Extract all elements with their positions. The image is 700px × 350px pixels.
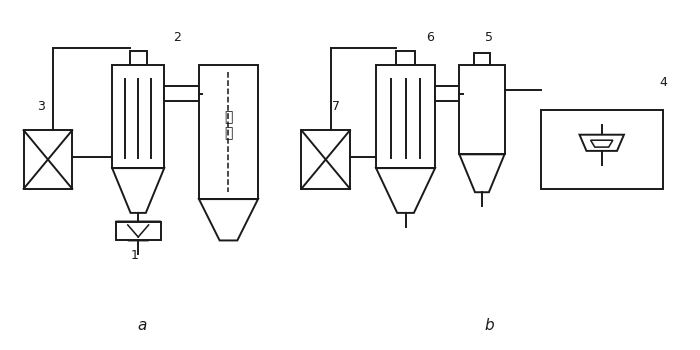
Polygon shape — [376, 168, 435, 213]
Bar — [474, 53, 490, 65]
Bar — [395, 51, 415, 65]
Bar — [541, 110, 662, 189]
Text: a: a — [137, 318, 146, 334]
Bar — [302, 130, 350, 189]
Text: 4: 4 — [659, 76, 667, 89]
Text: 6: 6 — [426, 31, 434, 44]
Text: 1: 1 — [130, 250, 138, 262]
Polygon shape — [459, 154, 505, 192]
Text: 5: 5 — [485, 31, 493, 44]
Bar — [130, 51, 147, 65]
Bar — [435, 86, 463, 101]
Bar — [376, 65, 435, 168]
Bar — [164, 86, 202, 101]
Polygon shape — [199, 199, 258, 240]
Polygon shape — [580, 135, 624, 151]
Bar — [459, 65, 505, 154]
Text: 3: 3 — [37, 100, 45, 113]
Text: b: b — [484, 318, 494, 334]
Polygon shape — [591, 140, 612, 147]
Polygon shape — [112, 168, 164, 213]
Polygon shape — [116, 222, 161, 240]
Bar — [116, 222, 161, 240]
Text: 颚
破: 颚 破 — [224, 110, 232, 140]
Text: 7: 7 — [332, 100, 340, 113]
Bar — [24, 130, 72, 189]
Text: 2: 2 — [173, 31, 181, 44]
Bar — [199, 65, 258, 199]
Bar — [112, 65, 164, 168]
